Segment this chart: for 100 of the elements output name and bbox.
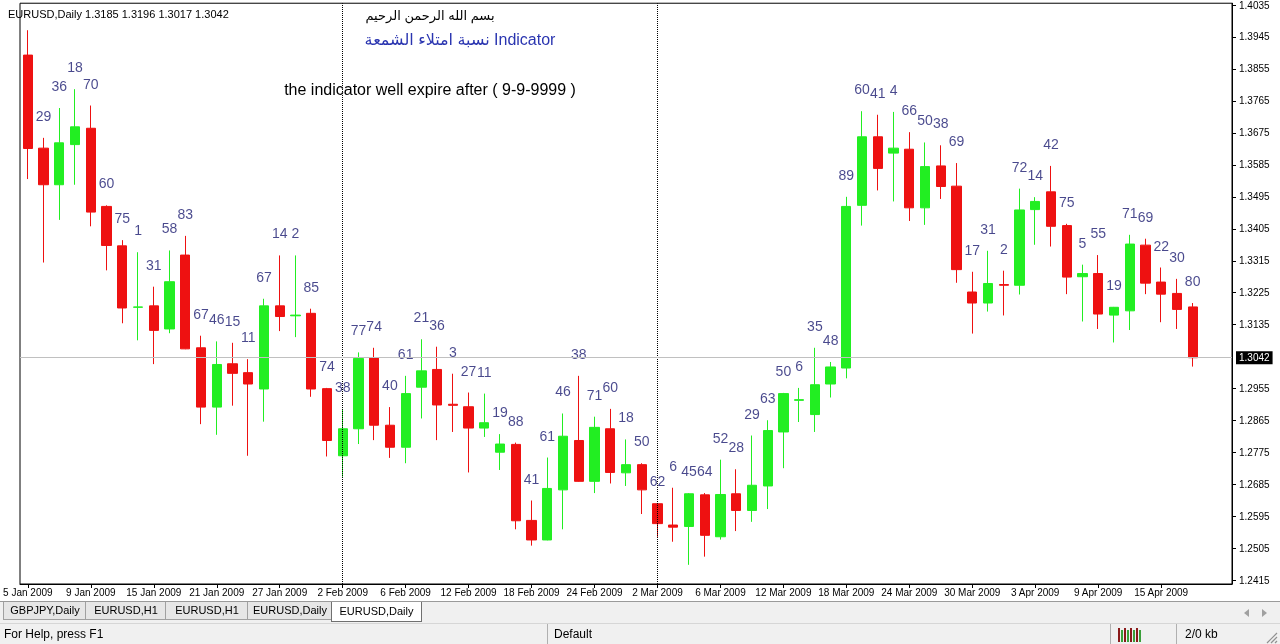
candlestick <box>1109 306 1119 343</box>
text: 50 <box>775 362 792 379</box>
text: 41 <box>870 84 886 101</box>
y-tick-label: 1.3405 <box>1239 223 1271 235</box>
text: 17 <box>964 241 981 258</box>
text: 6 <box>669 457 678 474</box>
text: 46 <box>208 311 225 328</box>
x-tick-label: 2 Feb 2009 <box>317 586 369 598</box>
candlestick <box>1077 264 1088 322</box>
text: For Help, press F1 <box>4 627 104 641</box>
candlestick <box>778 392 789 469</box>
ref-line-label: 1.3042 <box>1239 352 1271 364</box>
candlestick <box>1156 267 1166 323</box>
x-tick-label: 30 Mar 2009 <box>944 586 1001 598</box>
candlestick <box>212 340 222 436</box>
candlestick <box>275 254 285 332</box>
text: 62 <box>649 473 666 490</box>
candlestick <box>149 286 159 365</box>
text: 52 <box>712 429 729 446</box>
text: EURUSD,Daily <box>247 602 333 620</box>
candlestick <box>385 406 395 459</box>
text: 29 <box>744 405 760 422</box>
text: 58 <box>161 220 178 237</box>
candlestick <box>479 393 489 438</box>
candlestick <box>574 375 584 483</box>
y-tick-label: 1.2415 <box>1239 574 1271 586</box>
text: 50 <box>917 112 933 129</box>
text: 74 <box>319 357 335 374</box>
candlestick <box>1172 278 1182 330</box>
text: 71 <box>1121 204 1138 221</box>
text: 28 <box>728 439 744 456</box>
y-tick-label: 1.3855 <box>1239 63 1271 75</box>
text: 88 <box>508 412 524 429</box>
text: 21 <box>413 309 430 326</box>
candlestick <box>715 459 726 541</box>
annotation: the indicator well expire after ( 9-9-9999 ) <box>284 80 576 98</box>
annotation: بسم الله الرحمن الرحيم <box>365 7 495 24</box>
text: 67 <box>256 268 272 285</box>
text: 80 <box>1184 273 1201 290</box>
text: 15 <box>224 312 241 329</box>
candlestick <box>558 413 568 530</box>
x-tick-label: 5 Jan 2009 <box>3 586 54 598</box>
x-tick-label: 3 Apr 2009 <box>1011 586 1060 598</box>
candlestick <box>1093 254 1103 330</box>
chart-title: EURUSD,Daily 1.3185 1.3196 1.3017 1.3042 <box>8 7 229 20</box>
text: 6 <box>795 357 804 374</box>
x-tick-label: 27 Jan 2009 <box>252 586 308 598</box>
text: 64 <box>696 463 713 480</box>
text: 2 <box>291 225 300 242</box>
text: 45 <box>681 463 697 480</box>
candlestick <box>196 335 206 425</box>
text: 42 <box>1043 135 1059 152</box>
candlestick <box>621 438 631 487</box>
x-tick-label: 21 Jan 2009 <box>189 586 245 598</box>
candlestick <box>1030 196 1040 246</box>
text: EURUSD,H1 <box>85 602 167 620</box>
text: 46 <box>555 383 571 400</box>
x-tick-label: 15 Jan 2009 <box>126 586 182 598</box>
text: 70 <box>83 75 99 92</box>
text: 69 <box>948 133 965 150</box>
text: 27 <box>460 362 477 379</box>
text: 14 <box>271 225 288 242</box>
y-tick-label: 1.3135 <box>1239 319 1271 331</box>
text: 77 <box>350 322 367 339</box>
text: 38 <box>334 378 351 395</box>
candlestick <box>164 249 175 334</box>
y-tick-label: 1.2595 <box>1239 511 1271 523</box>
text: 72 <box>1011 158 1028 175</box>
text: 35 <box>807 317 823 334</box>
y-tick-label: 1.3945 <box>1239 31 1271 43</box>
text: 75 <box>114 210 131 227</box>
x-tick-label: 24 Mar 2009 <box>881 586 938 598</box>
text: 2/0 kb <box>1185 627 1218 641</box>
candlestick <box>983 250 993 313</box>
candlestick <box>794 387 804 423</box>
y-tick-label: 1.4035 <box>1239 0 1271 11</box>
text: Default <box>554 627 593 641</box>
text: 14 <box>1027 167 1044 184</box>
candlestick <box>306 308 316 398</box>
candlestick <box>763 419 773 510</box>
candlestick <box>951 162 962 284</box>
candlestick <box>511 442 521 530</box>
x-tick-label: 15 Apr 2009 <box>1134 586 1189 598</box>
candlestick <box>401 375 411 464</box>
candlestick <box>416 338 427 419</box>
text: 60 <box>602 378 619 395</box>
x-tick-label: 6 Feb 2009 <box>380 586 432 598</box>
candlestick <box>668 487 678 543</box>
candlestick <box>1046 165 1056 248</box>
candlestick <box>637 462 647 515</box>
y-tick-label: 1.2865 <box>1239 415 1271 427</box>
text: 63 <box>759 390 776 407</box>
text: 40 <box>382 377 398 394</box>
text: 19 <box>492 404 508 421</box>
candlestick <box>1062 223 1072 295</box>
x-tick-label: 12 Feb 2009 <box>440 586 498 598</box>
text: 69 <box>1137 208 1154 225</box>
text: 3 <box>448 343 457 360</box>
text: 48 <box>822 331 839 348</box>
candlestick <box>936 144 946 200</box>
